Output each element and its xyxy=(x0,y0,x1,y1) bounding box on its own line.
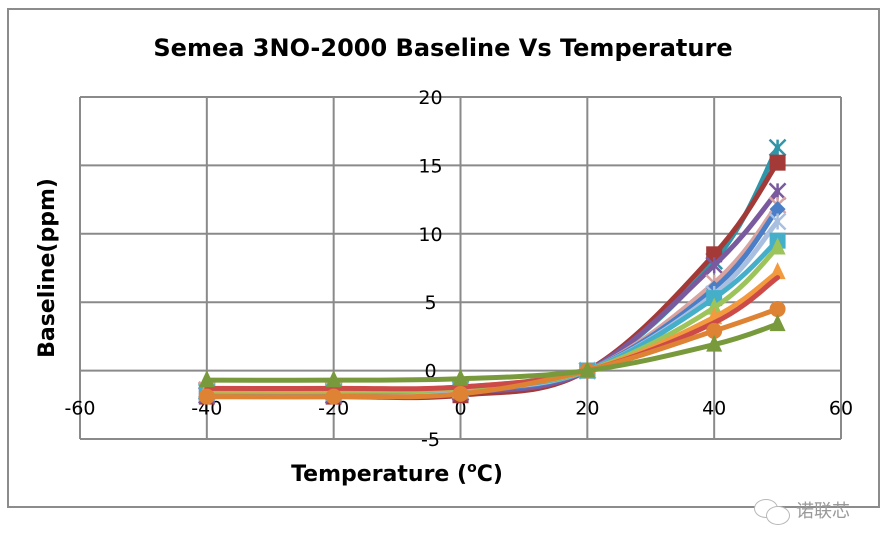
series-12 xyxy=(198,314,786,388)
y-tick-label: 5 xyxy=(424,292,436,314)
data-point-marker xyxy=(768,212,787,231)
x-tick-label: 60 xyxy=(829,398,853,420)
data-point-marker xyxy=(198,370,215,388)
data-point-marker xyxy=(325,370,342,388)
data-point-marker xyxy=(705,256,724,275)
series-line xyxy=(204,188,781,398)
data-point-marker xyxy=(706,334,723,352)
data-point-marker xyxy=(768,182,787,201)
series-lines xyxy=(197,138,787,405)
data-point-marker xyxy=(769,237,786,255)
y-tick-label: 10 xyxy=(418,224,442,246)
x-axis-title: Temperature (oC) xyxy=(291,460,503,487)
chart-frame xyxy=(7,8,880,508)
series-line xyxy=(204,275,781,392)
y-tick-label: 15 xyxy=(418,155,442,177)
y-tick-label: -5 xyxy=(421,429,440,451)
data-point-marker xyxy=(452,385,469,402)
data-point-marker xyxy=(769,314,786,332)
y-tick-label: 20 xyxy=(418,87,442,109)
x-axis-title-unit: C) xyxy=(477,462,503,487)
x-axis-title-main: Temperature ( xyxy=(291,462,467,487)
data-point-marker xyxy=(769,262,786,280)
series-line xyxy=(204,160,781,401)
wechat-icon xyxy=(752,497,792,525)
series-10 xyxy=(204,275,781,392)
watermark: 诺联芯 xyxy=(752,497,850,525)
data-point-marker xyxy=(325,388,342,405)
data-point-marker xyxy=(452,368,469,386)
y-axis-title: Baseline(ppm) xyxy=(35,178,60,358)
x-tick-label: 40 xyxy=(702,398,726,420)
x-tick-label: 20 xyxy=(575,398,599,420)
x-tick-label: -60 xyxy=(64,398,95,420)
data-point-marker xyxy=(198,388,215,405)
x-axis-title-degree: o xyxy=(467,460,477,476)
data-point-marker xyxy=(579,360,596,378)
data-point-marker xyxy=(768,138,787,157)
data-point-marker xyxy=(706,322,723,339)
data-point-marker xyxy=(769,301,786,318)
watermark-text: 诺联芯 xyxy=(796,501,850,522)
series-line xyxy=(204,145,781,394)
data-point-marker xyxy=(769,154,786,171)
series-8 xyxy=(198,237,786,399)
data-point-marker xyxy=(769,201,786,218)
chart-title: Semea 3NO-2000 Baseline Vs Temperature xyxy=(153,34,732,62)
data-point-marker xyxy=(706,297,723,315)
series-4 xyxy=(197,196,787,399)
